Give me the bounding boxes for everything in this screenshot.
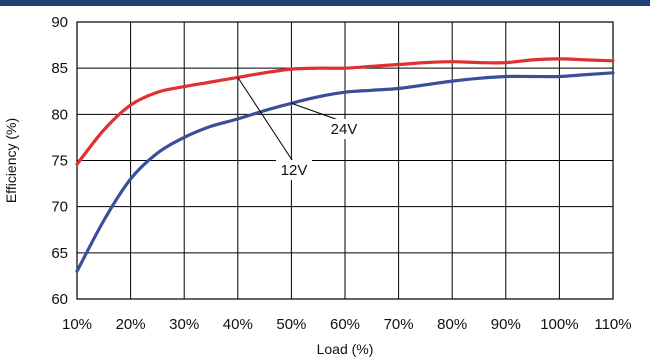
callout-label-bg	[276, 160, 312, 180]
callout-label-bg	[326, 119, 362, 139]
x-tick-label: 110%	[594, 316, 631, 333]
callout-label-24v: 24V	[331, 121, 358, 138]
grid	[77, 22, 613, 299]
y-tick-label: 80	[51, 106, 68, 123]
plot-frame	[76, 21, 614, 300]
x-axis-ticks: 10% 20% 30% 40% 50% 60% 70% 80% 90% 100% 110%	[62, 316, 632, 333]
y-tick-label: 60	[51, 291, 68, 308]
y-tick-label: 75	[51, 153, 68, 170]
x-tick-label: 90%	[491, 316, 521, 333]
x-tick-label: 10%	[62, 316, 92, 333]
y-tick-label: 85	[51, 60, 68, 77]
y-tick-label: 70	[51, 199, 68, 216]
series-line-12v	[75, 71, 615, 273]
x-tick-label: 30%	[169, 316, 199, 333]
series-layer	[75, 57, 615, 273]
x-axis-title: Load (%)	[317, 341, 374, 357]
top-accent-bar	[0, 0, 650, 6]
y-tick-label: 65	[51, 245, 68, 262]
callout-leader	[291, 102, 345, 123]
x-tick-label: 40%	[223, 316, 253, 333]
callout-layer: 24V 12V	[237, 77, 362, 180]
series-line-24v	[75, 57, 615, 166]
callout-label-12v: 12V	[281, 162, 308, 179]
x-tick-label: 70%	[384, 316, 414, 333]
x-tick-label: 60%	[330, 316, 360, 333]
y-tick-label: 90	[51, 14, 68, 31]
x-tick-label: 80%	[437, 316, 467, 333]
callout-leader	[237, 77, 295, 164]
x-tick-label: 100%	[540, 316, 578, 333]
x-tick-label: 50%	[276, 316, 306, 333]
y-axis-title: Efficiency (%)	[3, 118, 19, 203]
x-tick-label: 20%	[116, 316, 146, 333]
y-axis-ticks: 60 65 70 75 80 85 90	[51, 14, 68, 308]
